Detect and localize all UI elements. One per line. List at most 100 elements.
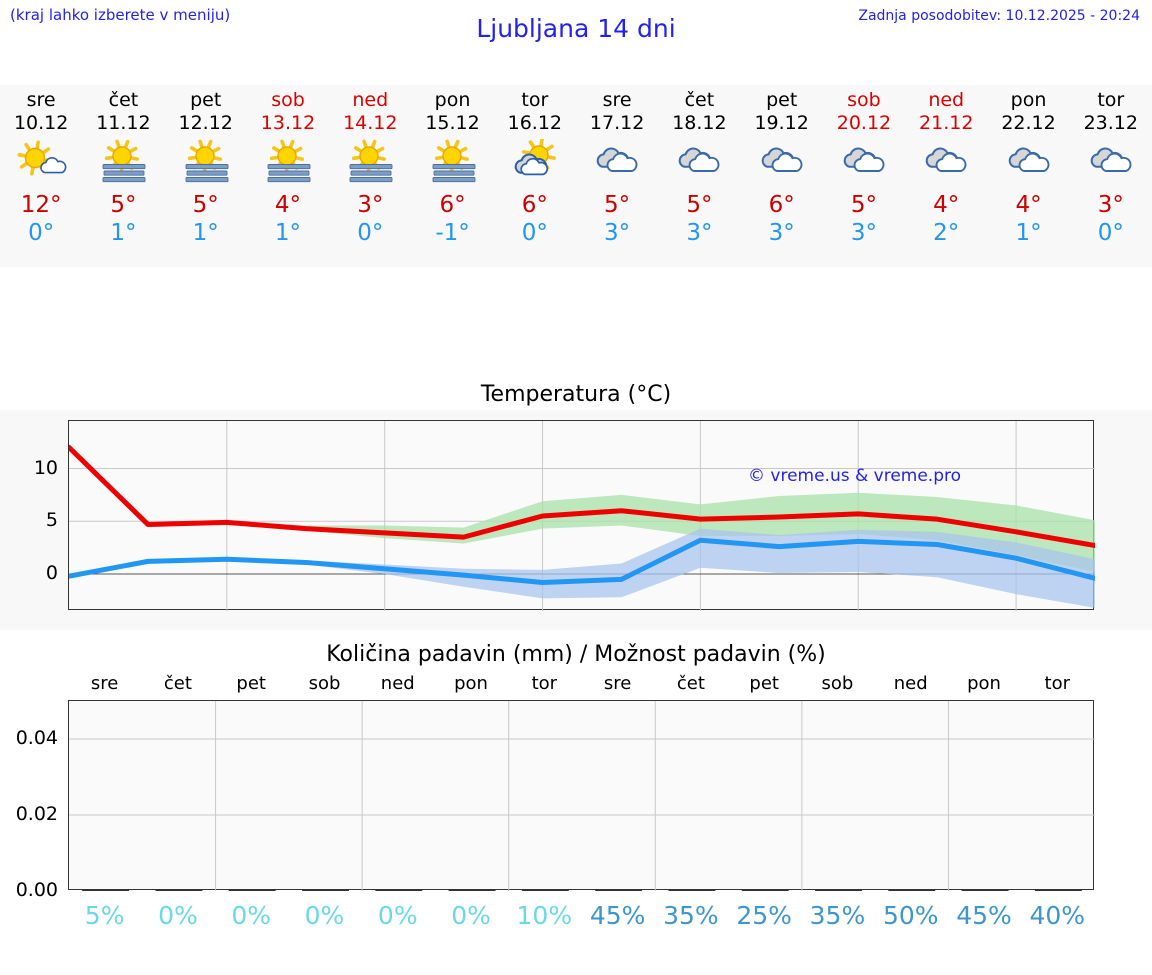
precipitation-bar bbox=[375, 890, 423, 891]
weather-icon-wrap bbox=[835, 137, 893, 187]
sun-fog-icon bbox=[432, 139, 475, 183]
precipitation-probability: 0% bbox=[377, 900, 418, 930]
weather-icon-wrap bbox=[259, 137, 317, 187]
temperature-min: 2° bbox=[933, 220, 960, 246]
weather-icon-wrap bbox=[177, 137, 235, 187]
day-column-5[interactable]: pon 15.12 6° -1° bbox=[411, 85, 493, 267]
day-of-week: sob bbox=[271, 89, 305, 111]
prec-day-label: čet bbox=[163, 673, 192, 694]
precipitation-bar bbox=[155, 890, 203, 891]
prec-day-label: pet bbox=[236, 673, 266, 694]
precipitation-plot-area bbox=[68, 700, 1095, 891]
temperature-max: 5° bbox=[850, 192, 878, 218]
precipitation-bar bbox=[815, 890, 862, 891]
prec-day-label: pon bbox=[967, 673, 1001, 694]
temperature-max: 12° bbox=[20, 192, 62, 218]
day-of-week: tor bbox=[1097, 89, 1125, 111]
day-column-4[interactable]: ned 14.12 3° 0° bbox=[329, 85, 411, 267]
last-updated-label: Zadnja posodobitev: 10.12.2025 - 20:24 bbox=[858, 8, 1140, 24]
day-date: 10.12 bbox=[13, 112, 69, 134]
sun-fog-icon bbox=[349, 139, 393, 183]
menu-hint-link[interactable]: (kraj lahko izberete v meniju) bbox=[10, 6, 231, 24]
day-date: 12.12 bbox=[178, 112, 233, 134]
temperature-min: 3° bbox=[768, 220, 795, 246]
precipitation-probability: 35% bbox=[809, 900, 866, 930]
precipitation-chart-title: Količina padavin (mm) / Možnost padavin … bbox=[0, 640, 1152, 670]
sun-fog-icon bbox=[267, 139, 311, 183]
page-header: (kraj lahko izberete v meniju) Ljubljana… bbox=[0, 0, 1152, 58]
weather-icon-wrap bbox=[670, 137, 728, 187]
prec-day-label: sre bbox=[603, 673, 632, 694]
temperature-min: -1° bbox=[435, 220, 470, 246]
temperature-chart: Temperatura (°C) 0 5 10 bbox=[0, 380, 1152, 630]
temperature-min: 1° bbox=[274, 220, 302, 246]
weather-icon-wrap bbox=[12, 137, 70, 187]
day-column-0[interactable]: sre 10.12 12° 0° bbox=[0, 85, 82, 267]
day-column-11[interactable]: ned 21.12 4° 2° bbox=[905, 85, 987, 267]
temperature-min: 3° bbox=[604, 220, 631, 246]
weather-icon-wrap bbox=[506, 137, 564, 187]
temperature-min: 3° bbox=[686, 220, 713, 246]
copyright-label: © vreme.us & vreme.pro bbox=[748, 466, 962, 486]
series-line bbox=[69, 537, 1095, 585]
prec-day-label: sob bbox=[821, 673, 854, 694]
day-of-week: pon bbox=[1010, 89, 1047, 111]
weather-icon-wrap bbox=[1000, 137, 1058, 187]
precipitation-bar bbox=[302, 890, 349, 891]
overcast-icon bbox=[761, 147, 803, 172]
day-column-3[interactable]: sob 13.12 4° 1° bbox=[247, 85, 329, 267]
day-of-week: čet bbox=[684, 89, 715, 111]
day-date: 21.12 bbox=[919, 112, 974, 134]
precipitation-probability: 5% bbox=[84, 900, 125, 930]
precipitation-day-labels: sre čet pet sob ned pon tor sre čet pet sob ned pon t… bbox=[68, 673, 1094, 697]
day-column-7[interactable]: sre 17.12 5° 3° bbox=[576, 85, 658, 267]
day-column-13[interactable]: tor 23.12 3° 0° bbox=[1070, 85, 1152, 267]
temperature-plot-area bbox=[68, 420, 1095, 611]
sun-fog-icon bbox=[102, 139, 146, 183]
temperature-max: 5° bbox=[686, 192, 713, 218]
day-of-week: sre bbox=[26, 89, 56, 111]
day-column-6[interactable]: tor 16.12 6° 0° bbox=[494, 85, 576, 267]
temperature-min: 0° bbox=[521, 220, 548, 246]
prec-day-label: ned bbox=[893, 673, 928, 694]
day-date: 18.12 bbox=[672, 112, 727, 134]
temperature-min: 3° bbox=[850, 220, 878, 246]
temperature-max: 6° bbox=[768, 192, 795, 218]
day-column-1[interactable]: čet 11.12 5° 1° bbox=[82, 85, 164, 267]
precipitation-bar bbox=[521, 890, 569, 891]
prec-day-label: tor bbox=[531, 673, 558, 694]
temp-y-tick-label: 0 bbox=[45, 562, 58, 585]
day-column-2[interactable]: pet 12.12 5° 1° bbox=[165, 85, 247, 267]
prec-y-tick-label: 0.02 bbox=[15, 803, 58, 825]
day-of-week: sob bbox=[847, 89, 881, 111]
prec-day-label: tor bbox=[1044, 673, 1071, 694]
precipitation-probability: 25% bbox=[736, 900, 792, 930]
prec-y-tick-label: 0.00 bbox=[15, 879, 58, 901]
prec-day-label: pon bbox=[454, 673, 488, 694]
day-of-week: pon bbox=[434, 89, 471, 111]
overcast-icon bbox=[1090, 147, 1132, 172]
day-column-8[interactable]: čet 18.12 5° 3° bbox=[658, 85, 740, 267]
temperature-min: 1° bbox=[1015, 220, 1042, 246]
temperature-max: 5° bbox=[604, 192, 631, 218]
day-column-9[interactable]: pet 19.12 6° 3° bbox=[741, 85, 823, 267]
temperature-max: 6° bbox=[439, 192, 466, 218]
uncertainty-band bbox=[69, 528, 1095, 608]
prec-y-tick-label: 0.04 bbox=[15, 727, 58, 749]
day-column-12[interactable]: pon 22.12 4° 1° bbox=[987, 85, 1069, 267]
day-date: 20.12 bbox=[836, 112, 892, 134]
sun-fog-icon bbox=[185, 139, 229, 183]
temperature-max: 3° bbox=[357, 192, 384, 218]
uncertainty-band bbox=[69, 447, 1095, 572]
temperature-max: 3° bbox=[1097, 192, 1124, 218]
precipitation-bar bbox=[448, 890, 496, 891]
temperature-plot-svg bbox=[69, 421, 1095, 611]
day-of-week: pet bbox=[766, 89, 798, 111]
prec-day-label: pet bbox=[749, 673, 779, 694]
temperature-max: 5° bbox=[192, 192, 219, 218]
day-date: 14.12 bbox=[343, 112, 398, 134]
precipitation-bar bbox=[888, 890, 936, 891]
precipitation-probability: 0% bbox=[451, 900, 491, 930]
day-column-10[interactable]: sob 20.12 5° 3° bbox=[823, 85, 905, 267]
